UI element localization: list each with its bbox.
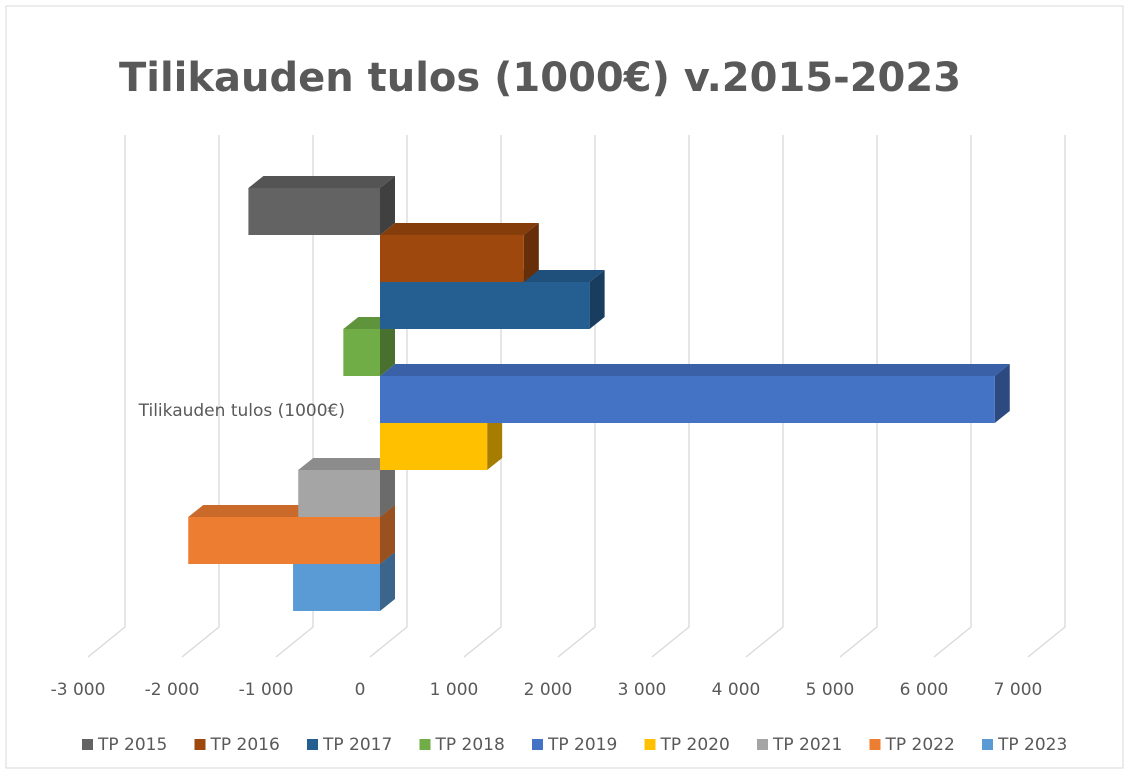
grid-line (87, 135, 126, 658)
bar (248, 188, 380, 235)
category-label: Tilikauden tulos (1000€) (138, 401, 345, 421)
x-tick-label: 6 000 (900, 680, 949, 700)
bar-top (380, 364, 1010, 376)
grid-line (275, 135, 314, 658)
legend-label: TP 2021 (772, 735, 842, 755)
x-tick-label: 4 000 (712, 680, 761, 700)
legend-label: TP 2015 (97, 735, 167, 755)
bar-side (380, 505, 395, 564)
x-tick-label: 5 000 (806, 680, 855, 700)
bar (380, 235, 524, 282)
bar-side (994, 364, 1010, 423)
x-tick-label: 1 000 (430, 680, 479, 700)
legend-swatch (757, 739, 768, 750)
legend-label: TP 2023 (997, 735, 1067, 755)
bar (380, 423, 488, 470)
grid-line (651, 135, 690, 658)
bar-group (380, 364, 1010, 423)
bar-group (298, 458, 395, 517)
grid-line (839, 135, 878, 658)
chart-title: Tilikauden tulos (1000€) v.2015-2023 (119, 55, 961, 101)
bar-top (248, 176, 395, 188)
bar-group (343, 317, 395, 376)
legend-swatch (532, 739, 543, 750)
legend-swatch (194, 739, 206, 750)
legend-label: TP 2017 (322, 735, 392, 755)
x-tick-label: -1 000 (239, 680, 294, 700)
bar-side (380, 552, 395, 611)
legend-label: TP 2016 (210, 735, 280, 755)
legend-swatch (419, 739, 431, 750)
legend-swatch (307, 739, 318, 750)
bar-side (523, 223, 539, 282)
bar (343, 329, 380, 376)
bar (298, 470, 380, 517)
x-tick-label: 3 000 (618, 680, 667, 700)
grid-line (933, 135, 972, 658)
bar-side (380, 176, 395, 235)
legend-swatch (644, 739, 656, 750)
bar-top (380, 223, 539, 235)
legend-swatch (82, 739, 93, 750)
x-tick-label: -2 000 (145, 680, 200, 700)
bar-side (380, 458, 395, 517)
x-tick-label: 0 (355, 680, 366, 700)
legend-label: TP 2022 (885, 735, 955, 755)
legend-label: TP 2018 (435, 735, 505, 755)
legend-swatch (982, 739, 993, 750)
legend-swatch (869, 739, 881, 750)
bar-group (380, 270, 605, 329)
bar-group (248, 176, 395, 235)
legend-label: TP 2019 (547, 735, 617, 755)
grid-line (1027, 135, 1066, 658)
bar-side (487, 411, 503, 470)
legend-label: TP 2020 (660, 735, 730, 755)
bar (293, 564, 380, 611)
bar-side (380, 317, 395, 376)
x-tick-label: 7 000 (994, 680, 1043, 700)
grid-line (181, 135, 220, 658)
bar (188, 517, 380, 564)
bar-group (380, 223, 539, 282)
grid-line (745, 135, 784, 658)
x-tick-label: -3 000 (51, 680, 106, 700)
bar-top (298, 458, 395, 470)
bar (380, 376, 995, 423)
x-tick-label: 2 000 (524, 680, 573, 700)
bar (380, 282, 590, 329)
bar-side (589, 270, 605, 329)
